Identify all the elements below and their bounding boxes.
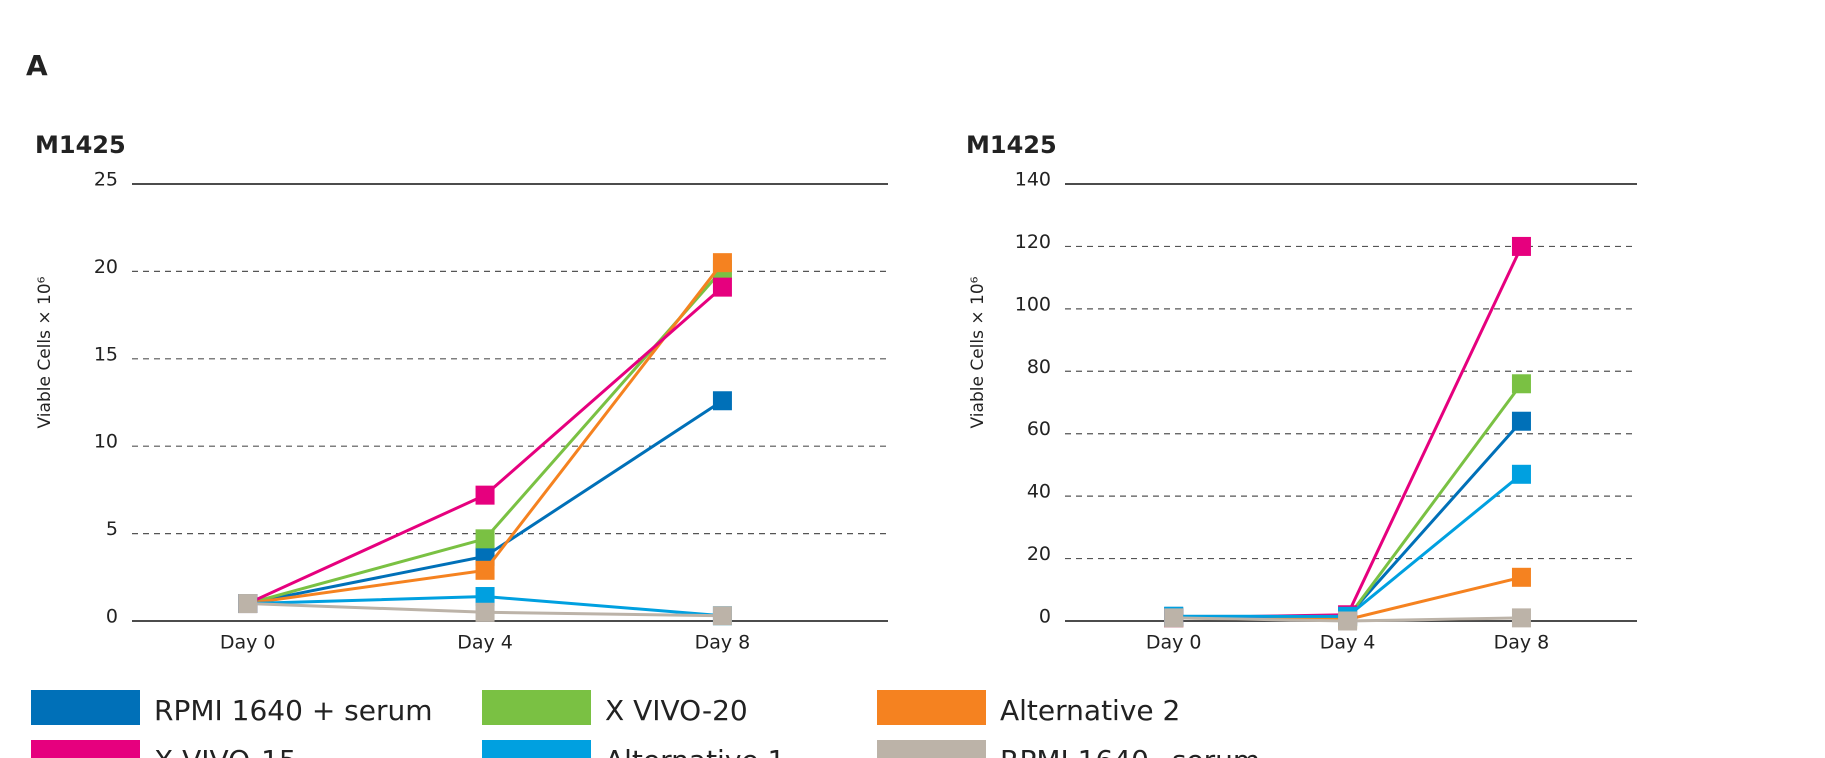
- chart-title: M1425: [35, 131, 126, 159]
- marker: [1511, 411, 1531, 431]
- marker: [712, 606, 732, 626]
- legend-swatch: [31, 690, 140, 725]
- y-tick-label: 20: [94, 256, 118, 278]
- legend-label: X VIVO-15: [154, 744, 297, 758]
- x-tick-label: Day 4: [1320, 632, 1376, 654]
- y-tick-label: 20: [1027, 543, 1051, 565]
- y-axis-label: Viable Cells × 10⁶: [35, 276, 55, 428]
- marker: [1164, 608, 1184, 628]
- legend-swatch: [482, 740, 591, 758]
- x-tick-label: Day 4: [457, 632, 513, 654]
- legend-swatch: [877, 690, 986, 725]
- marker: [1511, 464, 1531, 484]
- y-axis-label: Viable Cells × 10⁶: [968, 276, 988, 428]
- y-tick-label: 60: [1027, 418, 1051, 440]
- marker: [475, 560, 495, 580]
- legend-swatch: [482, 690, 591, 725]
- y-tick-label: 0: [1039, 606, 1051, 628]
- legend-swatch: [31, 740, 140, 758]
- marker: [1511, 374, 1531, 394]
- y-tick-label: 80: [1027, 356, 1051, 378]
- x-tick-label: Day 0: [220, 632, 276, 654]
- marker: [1511, 608, 1531, 628]
- panel-label: A: [26, 49, 48, 82]
- marker: [475, 485, 495, 505]
- x-tick-label: Day 8: [1494, 632, 1550, 654]
- x-tick-label: Day 0: [1146, 632, 1202, 654]
- marker: [1511, 567, 1531, 587]
- legend-label: Alternative 1: [605, 744, 785, 758]
- y-tick-label: 5: [106, 518, 118, 540]
- y-tick-label: 40: [1027, 481, 1051, 503]
- marker: [238, 594, 258, 614]
- marker: [475, 587, 495, 607]
- series-line: [1173, 382, 1523, 620]
- legend-label: RPMI 1640 + serum: [154, 694, 433, 727]
- legend-swatch: [877, 740, 986, 758]
- y-tick-label: 10: [94, 431, 118, 453]
- y-tick-label: 100: [1015, 293, 1051, 315]
- marker: [712, 253, 732, 273]
- series-line: [1173, 245, 1523, 620]
- legend-label: RPMI 1640 –serum: [1000, 744, 1260, 758]
- y-tick-label: 15: [94, 343, 118, 365]
- y-tick-label: 0: [106, 606, 118, 628]
- marker: [712, 391, 732, 411]
- y-tick-label: 140: [1015, 169, 1051, 191]
- legend-label: X VIVO-20: [605, 694, 748, 727]
- y-tick-label: 120: [1015, 231, 1051, 253]
- x-tick-label: Day 8: [695, 632, 751, 654]
- y-tick-label: 25: [94, 169, 118, 191]
- marker: [475, 529, 495, 549]
- marker: [1511, 236, 1531, 256]
- series-line: [1173, 473, 1523, 618]
- legend-label: Alternative 2: [1000, 694, 1180, 727]
- marker: [475, 602, 495, 622]
- marker: [712, 277, 732, 297]
- chart-title: M1425: [966, 131, 1057, 159]
- marker: [1338, 611, 1358, 631]
